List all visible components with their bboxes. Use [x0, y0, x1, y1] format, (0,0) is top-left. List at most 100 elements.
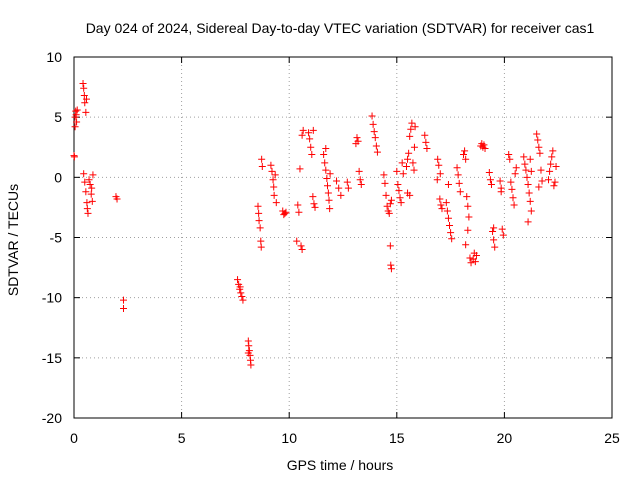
data-point [256, 224, 264, 232]
data-point [481, 144, 489, 152]
data-point [353, 134, 361, 142]
data-point [237, 289, 245, 297]
data-point [534, 136, 542, 144]
data-point [480, 141, 488, 149]
data-point [535, 183, 543, 191]
data-point [324, 182, 332, 190]
data-point [309, 193, 317, 201]
data-point [393, 167, 401, 175]
data-point [435, 161, 443, 169]
data-point [423, 144, 431, 152]
data-point [487, 181, 495, 189]
data-point [88, 197, 96, 205]
data-point [293, 237, 301, 245]
data-point [386, 242, 394, 250]
data-point [404, 155, 412, 163]
data-point [443, 207, 451, 215]
data-point [305, 129, 313, 137]
data-point [491, 243, 499, 251]
data-point [84, 209, 92, 217]
data-point [238, 292, 246, 300]
x-tick-label: 15 [389, 430, 405, 446]
data-point [309, 126, 317, 134]
data-point [119, 304, 127, 312]
data-point [244, 349, 252, 357]
data-point [294, 201, 302, 209]
data-point [551, 178, 559, 186]
data-point [505, 150, 513, 158]
data-point [81, 178, 89, 186]
data-point [113, 195, 121, 203]
data-point [433, 176, 441, 184]
data-point [520, 153, 528, 161]
data-point [462, 241, 470, 249]
data-point [381, 179, 389, 187]
y-tick-label: -20 [42, 410, 62, 426]
data-point [270, 191, 278, 199]
data-point [82, 108, 90, 116]
data-point [85, 176, 93, 184]
data-point [485, 169, 493, 177]
data-point [466, 254, 474, 262]
data-point [444, 181, 452, 189]
data-point [462, 155, 470, 163]
data-point [344, 184, 352, 192]
data-point [79, 79, 87, 87]
data-point [320, 150, 328, 158]
data-point [298, 131, 306, 139]
data-point [472, 252, 480, 260]
data-point [73, 106, 81, 114]
data-point [548, 153, 556, 161]
data-point [422, 138, 430, 146]
data-point [296, 165, 304, 173]
data-point [409, 159, 417, 167]
grid-lines [74, 57, 612, 418]
axis-ticks: 0 5 10 15 20 25 -20 -15 -10 -5 0 5 10 [42, 49, 620, 446]
data-point [523, 173, 531, 181]
data-point [271, 171, 279, 179]
data-point [394, 181, 402, 189]
data-point [395, 187, 403, 195]
data-point [464, 226, 472, 234]
data-point [467, 259, 475, 267]
data-point [80, 84, 88, 92]
data-point [387, 265, 395, 273]
data-point [446, 221, 454, 229]
data-point [382, 191, 390, 199]
data-point [245, 342, 253, 350]
data-point [399, 170, 407, 178]
data-point [87, 190, 95, 198]
data-point [510, 201, 518, 209]
data-point [436, 195, 444, 203]
data-point [368, 112, 376, 120]
data-point [81, 99, 89, 107]
data-point [537, 166, 545, 174]
data-point [436, 170, 444, 178]
data-point [281, 209, 289, 217]
data-point [254, 202, 262, 210]
data-point [550, 182, 558, 190]
data-point [324, 189, 332, 197]
data-point [371, 134, 379, 142]
data-point [524, 218, 532, 226]
data-point [402, 163, 410, 171]
data-point [72, 111, 80, 119]
data-point [88, 184, 96, 192]
data-point [533, 130, 541, 138]
data-point [411, 123, 419, 131]
data-point [522, 166, 530, 174]
y-tick-label: -5 [50, 230, 63, 246]
y-tick-label: -15 [42, 350, 62, 366]
data-point [408, 119, 416, 127]
data-point [80, 170, 88, 178]
data-point [526, 155, 534, 163]
data-point [406, 132, 414, 140]
data-point [398, 159, 406, 167]
data-point [410, 166, 418, 174]
y-tick-label: 5 [54, 109, 62, 125]
data-point [527, 167, 535, 175]
data-point [357, 181, 365, 189]
data-point [372, 142, 380, 150]
data-point [535, 143, 543, 151]
